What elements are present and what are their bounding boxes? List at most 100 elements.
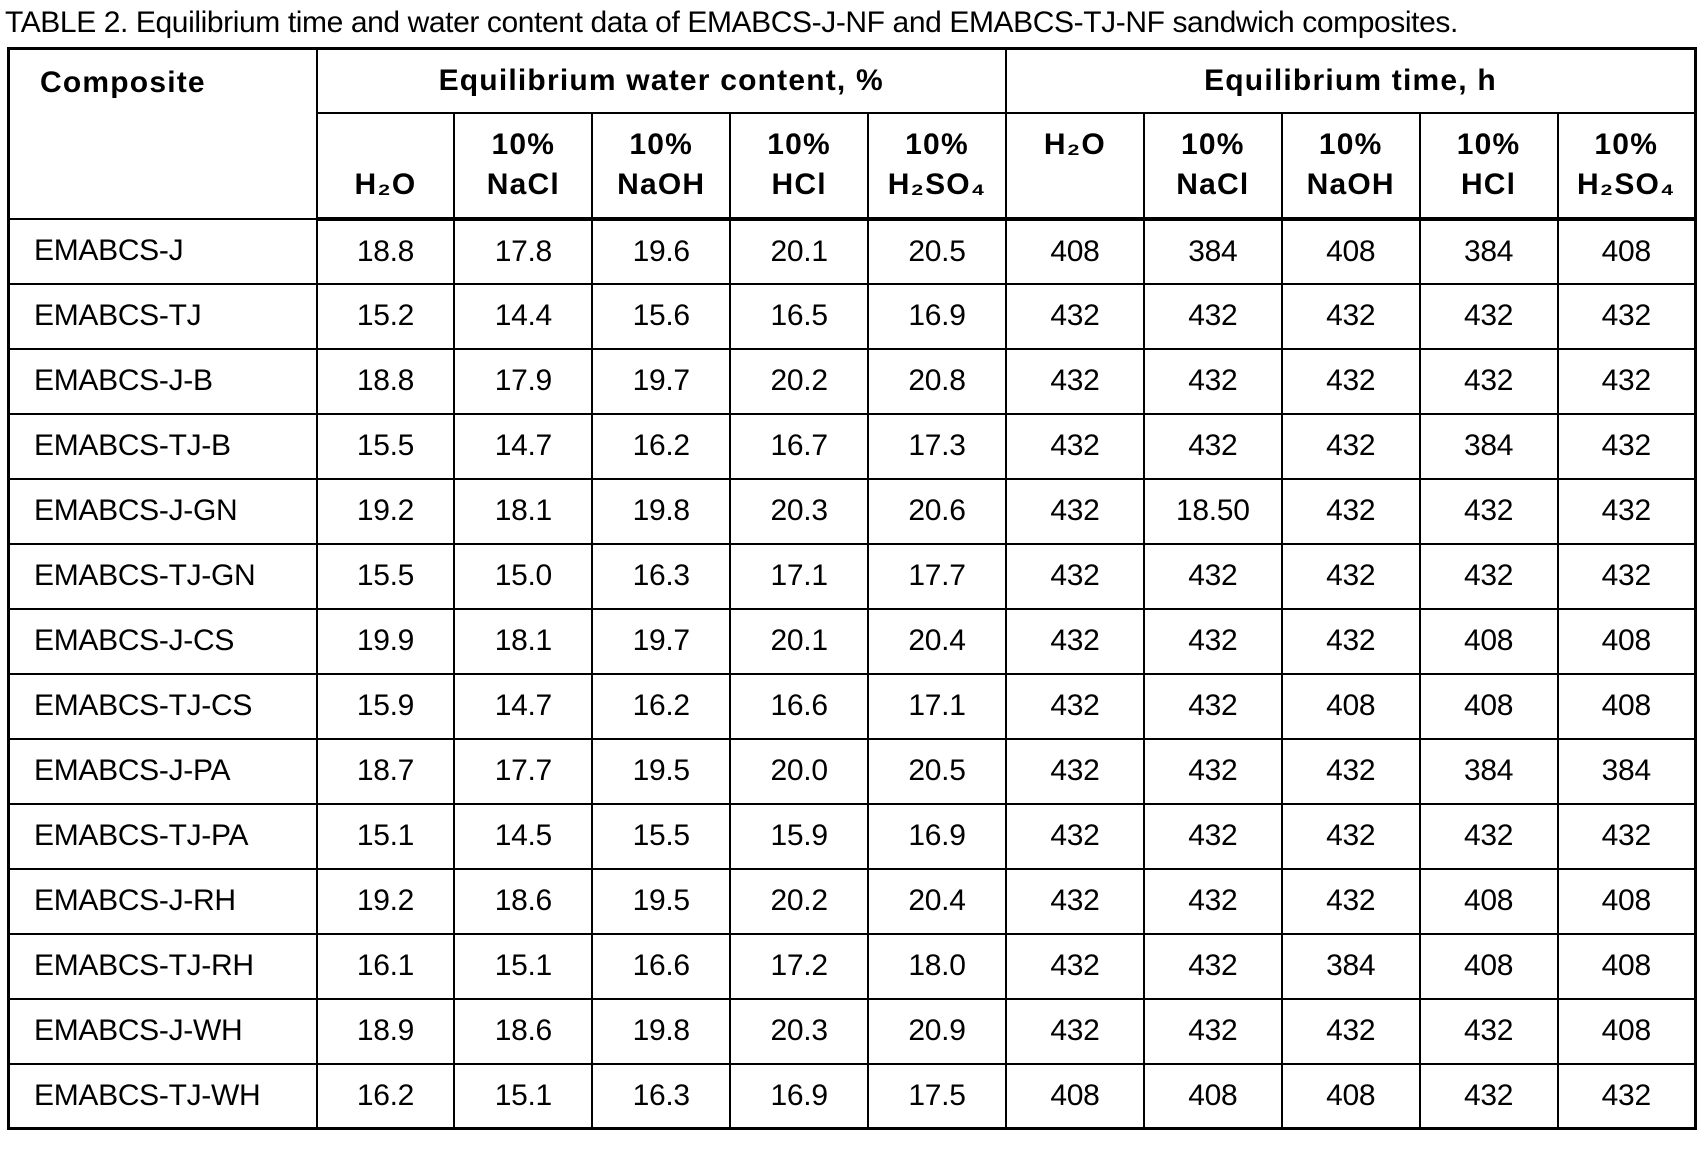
water-content-value: 16.6 [729,672,870,740]
time-value: 432 [1280,477,1421,545]
equilibrium-data-table: Composite Equilibrium water content, % E… [7,47,1697,1130]
time-value: 432 [1004,282,1145,350]
water-content-value: 18.0 [867,932,1007,1000]
time-value: 432 [1142,347,1283,415]
water-content-value: 15.6 [591,282,732,350]
time-value: 432 [1004,542,1145,610]
composite-name: EMABCS-J [7,217,318,285]
column-header-water-h2so4: 10% H₂SO₄ [867,111,1007,221]
column-header-time-hcl: 10% HCl [1418,111,1559,221]
time-value: 432 [1418,1062,1559,1130]
time-value: 432 [1418,802,1559,870]
time-value: 432 [1004,737,1145,805]
group-header-row: Composite Equilibrium water content, % E… [7,47,1697,220]
time-value: 432 [1418,542,1559,610]
water-content-value: 20.3 [729,997,870,1065]
time-value: 432 [1004,672,1145,740]
time-value: 432 [1556,347,1697,415]
time-value: 384 [1556,737,1697,805]
time-value: 432 [1418,347,1559,415]
column-header-line2: H₂SO₄ [887,168,987,201]
time-value: 432 [1004,412,1145,480]
water-content-value: 15.9 [729,802,870,870]
time-value: 432 [1556,412,1697,480]
time-value: 432 [1280,737,1421,805]
composite-name: EMABCS-J-CS [7,607,318,675]
time-value: 408 [1004,1062,1145,1130]
time-value: 432 [1280,412,1421,480]
water-content-value: 17.2 [729,932,870,1000]
time-value: 408 [1556,672,1697,740]
time-value: 432 [1142,282,1283,350]
water-content-value: 18.6 [453,867,594,935]
column-header-line1: 10% [767,128,831,161]
time-value: 432 [1142,412,1283,480]
water-content-value: 16.3 [591,1062,732,1130]
water-content-value: 19.9 [315,607,456,675]
table-body: EMABCS-J 18.8 17.8 19.6 20.1 20.5 408 384 408 384… [7,217,1697,1130]
water-content-value: 17.9 [453,347,594,415]
time-value: 432 [1004,867,1145,935]
water-content-value: 20.6 [867,477,1007,545]
composite-name: EMABCS-J-GN [7,477,318,545]
time-value: 432 [1418,282,1559,350]
water-content-value: 15.0 [453,542,594,610]
water-content-value: 18.6 [453,997,594,1065]
composite-name: EMABCS-TJ [7,282,318,350]
table-row: EMABCS-J-WH 18.9 18.6 19.8 20.3 20.9 432 432 432… [7,997,1697,1065]
column-header-water-naoh: 10% NaOH [591,111,732,221]
time-value: 408 [1418,607,1559,675]
table-row: EMABCS-J 18.8 17.8 19.6 20.1 20.5 408 384 408 384… [7,217,1697,285]
time-value: 432 [1004,802,1145,870]
water-content-value: 17.8 [453,217,594,285]
table-row: EMABCS-J-CS 19.9 18.1 19.7 20.1 20.4 432 432 432… [7,607,1697,675]
table-row: EMABCS-J-RH 19.2 18.6 19.5 20.2 20.4 432 432 432… [7,867,1697,935]
composite-name: EMABCS-J-RH [7,867,318,935]
water-content-value: 18.7 [315,737,456,805]
water-content-value: 17.7 [453,737,594,805]
water-content-value: 20.8 [867,347,1007,415]
column-header-time-h2o: H₂O [1004,111,1145,221]
water-content-group-header: Equilibrium water content, % [315,47,1007,114]
time-value: 384 [1280,932,1421,1000]
water-content-value: 19.7 [591,607,732,675]
water-content-value: 15.9 [315,672,456,740]
water-content-value: 16.7 [729,412,870,480]
water-content-value: 19.8 [591,997,732,1065]
water-content-value: 20.2 [729,347,870,415]
time-value: 432 [1142,867,1283,935]
time-value: 432 [1142,997,1283,1065]
time-value: 432 [1004,607,1145,675]
time-value: 432 [1280,997,1421,1065]
water-content-value: 20.1 [729,607,870,675]
water-content-value: 20.9 [867,997,1007,1065]
time-value: 408 [1142,1062,1283,1130]
time-value: 408 [1556,867,1697,935]
time-value: 432 [1142,542,1283,610]
column-header-line2: H₂O [354,168,417,201]
column-header-line2: H₂SO₄ [1576,168,1676,201]
table-row: EMABCS-J-GN 19.2 18.1 19.8 20.3 20.6 432 18.50 4… [7,477,1697,545]
time-value: 432 [1004,477,1145,545]
water-content-value: 15.5 [315,412,456,480]
water-content-value: 20.5 [867,737,1007,805]
time-value: 384 [1142,217,1283,285]
water-content-value: 19.6 [591,217,732,285]
composite-name: EMABCS-TJ-RH [7,932,318,1000]
time-value: 432 [1142,737,1283,805]
column-header-line1: 10% [491,128,556,161]
water-content-value: 20.4 [867,867,1007,935]
time-value: 432 [1280,542,1421,610]
column-header-water-nacl: 10% NaCl [453,111,594,221]
water-content-value: 20.0 [729,737,870,805]
table-row: EMABCS-TJ-RH 16.1 15.1 16.6 17.2 18.0 432 432 38… [7,932,1697,1000]
water-content-value: 19.7 [591,347,732,415]
time-value: 432 [1142,607,1283,675]
water-content-value: 16.1 [315,932,456,1000]
time-value: 432 [1280,802,1421,870]
time-value: 384 [1418,412,1559,480]
water-content-value: 15.1 [453,1062,594,1130]
composite-name: EMABCS-J-WH [7,997,318,1065]
table-row: EMABCS-TJ-GN 15.5 15.0 16.3 17.1 17.7 432 432 43… [7,542,1697,610]
time-value: 432 [1556,477,1697,545]
